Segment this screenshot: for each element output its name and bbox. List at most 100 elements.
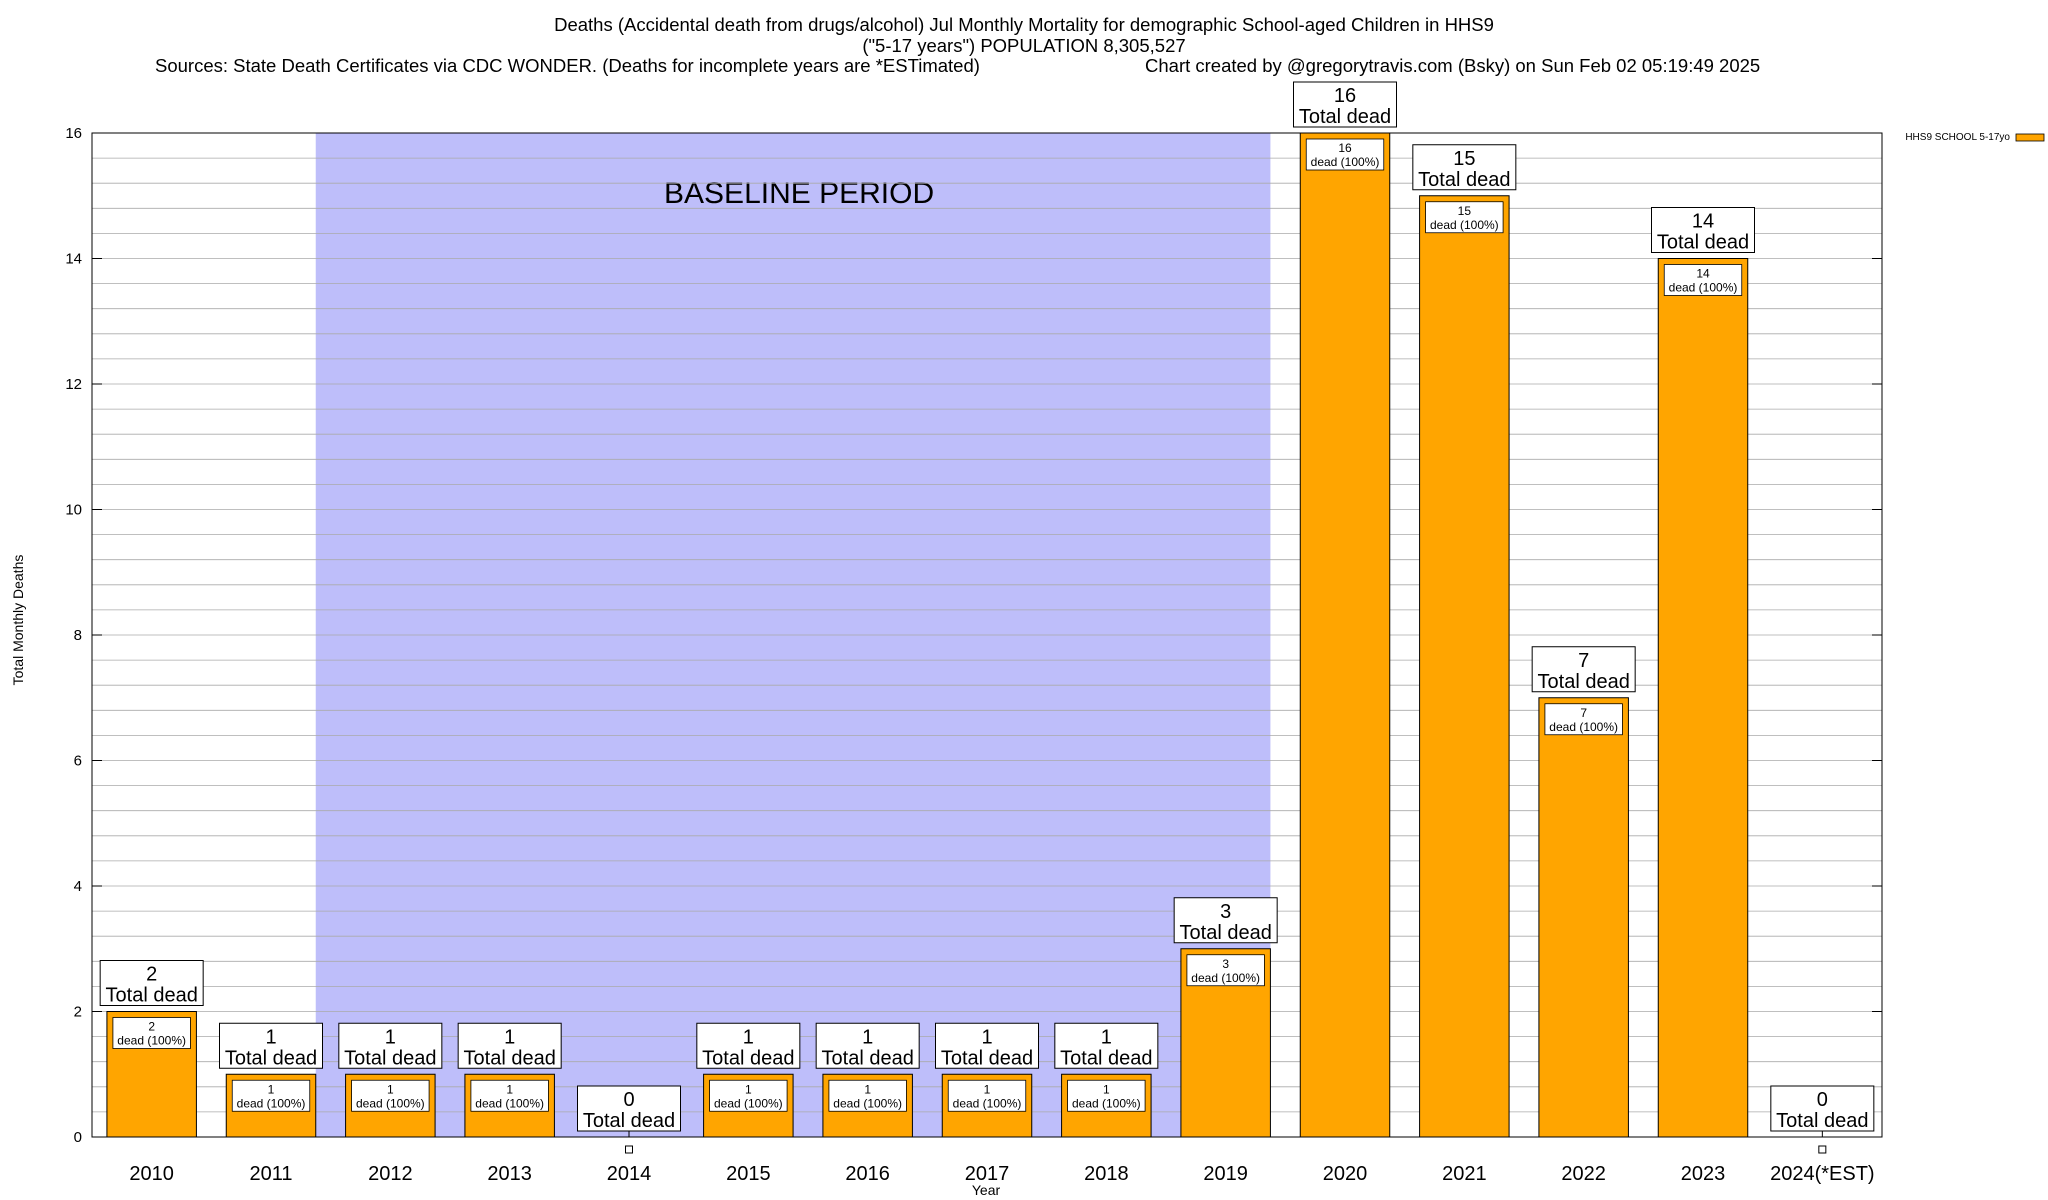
y-tick-label: 8: [74, 627, 82, 644]
inner-value-label: 1: [506, 1082, 513, 1096]
zero-marker: [1818, 1145, 1827, 1154]
total-label-box: [577, 1085, 681, 1132]
legend-label: HHS9 SCHOOL 5-17yo: [1905, 132, 2010, 143]
x-tick-label: 2010: [129, 1163, 174, 1185]
total-value-label: 2: [146, 964, 157, 986]
total-value-label: 0: [623, 1089, 634, 1111]
total-label-box: [1173, 897, 1278, 944]
total-label-box: [1412, 144, 1517, 191]
legend-swatch: [2015, 133, 2045, 142]
total-value-label: 16: [1334, 85, 1356, 107]
zero-marker: [625, 1145, 633, 1154]
total-dead-label: Total dead: [1418, 169, 1510, 191]
inner-dead-label: dead (100%): [1191, 971, 1260, 985]
inner-dead-label: dead (100%): [237, 1096, 306, 1110]
inner-label-box: [470, 1079, 549, 1112]
total-dead-label: Total dead: [344, 1047, 436, 1069]
total-label-box: [815, 1022, 920, 1069]
y-tick-label: 0: [74, 1129, 82, 1146]
inner-value-label: 1: [745, 1082, 752, 1096]
x-tick-label: 2023: [1681, 1163, 1726, 1185]
bar: [1657, 258, 1749, 1138]
x-tick-label: 2018: [1084, 1163, 1129, 1185]
inner-label-box: [1186, 954, 1265, 987]
total-dead-label: Total dead: [1060, 1047, 1152, 1069]
chart-subtitle: ("5-17 years") POPULATION 8,305,527: [862, 35, 1186, 56]
bar: [1538, 697, 1629, 1138]
total-dead-label: Total dead: [941, 1047, 1033, 1069]
total-label-box: [696, 1022, 801, 1069]
total-value-label: 1: [265, 1026, 276, 1048]
x-tick-label: 2022: [1561, 1163, 1606, 1185]
inner-value-label: 2: [148, 1020, 155, 1034]
inner-dead-label: dead (100%): [1430, 218, 1499, 232]
inner-value-label: 15: [1458, 204, 1472, 218]
inner-value-label: 3: [1222, 957, 1229, 971]
bar: [1299, 132, 1391, 1138]
inner-label-box: [828, 1079, 907, 1112]
inner-dead-label: dead (100%): [953, 1096, 1022, 1110]
x-tick-label: 2015: [726, 1163, 771, 1185]
total-dead-label: Total dead: [1299, 106, 1391, 128]
x-tick-label: 2019: [1203, 1163, 1248, 1185]
total-label-box: [1293, 81, 1397, 128]
x-tick-label: 2013: [487, 1163, 532, 1185]
inner-dead-label: dead (100%): [356, 1096, 425, 1110]
chart-title: Deaths (Accidental death from drugs/alco…: [554, 14, 1494, 35]
inner-label-box: [947, 1079, 1027, 1112]
total-value-label: 3: [1220, 901, 1231, 923]
y-tick-label: 12: [65, 376, 82, 393]
total-label-box: [338, 1022, 443, 1069]
inner-value-label: 14: [1696, 267, 1710, 281]
inner-dead-label: dead (100%): [1669, 281, 1738, 295]
total-label-box: [219, 1022, 323, 1069]
total-label-box: [935, 1022, 1039, 1069]
y-tick-label: 14: [65, 251, 82, 268]
inner-value-label: 1: [864, 1082, 871, 1096]
inner-label-box: [351, 1079, 430, 1112]
y-tick-label: 16: [65, 125, 82, 142]
total-value-label: 14: [1692, 211, 1714, 233]
total-value-label: 1: [1101, 1026, 1112, 1048]
chart-sources: Sources: State Death Certificates via CD…: [155, 55, 980, 76]
total-dead-label: Total dead: [822, 1047, 914, 1069]
total-value-label: 1: [743, 1026, 754, 1048]
total-label-box: [1531, 646, 1636, 693]
total-dead-label: Total dead: [583, 1110, 675, 1132]
x-tick-label: 2017: [965, 1163, 1010, 1185]
inner-dead-label: dead (100%): [833, 1096, 902, 1110]
inner-value-label: 1: [268, 1082, 275, 1096]
inner-label-box: [1305, 138, 1385, 171]
total-dead-label: Total dead: [106, 985, 198, 1007]
total-value-label: 0: [1817, 1089, 1828, 1111]
inner-value-label: 1: [984, 1082, 991, 1096]
inner-dead-label: dead (100%): [475, 1096, 544, 1110]
x-tick-label: 2024(*EST): [1770, 1163, 1875, 1185]
total-dead-label: Total dead: [1180, 922, 1272, 944]
chart-credit: Chart created by @gregorytravis.com (Bsk…: [1145, 55, 1761, 76]
total-label-box: [457, 1022, 562, 1069]
x-axis-label: Year: [971, 1182, 1001, 1198]
total-value-label: 7: [1578, 650, 1589, 672]
y-tick-label: 10: [65, 502, 82, 519]
total-label-box: [1651, 207, 1755, 253]
inner-label-box: [112, 1017, 191, 1049]
inner-dead-label: dead (100%): [1549, 720, 1618, 734]
x-tick-label: 2016: [845, 1163, 890, 1185]
y-tick-label: 2: [74, 1004, 82, 1021]
total-dead-label: Total dead: [225, 1047, 317, 1069]
inner-value-label: 1: [387, 1082, 394, 1096]
total-label-box: [1054, 1022, 1159, 1069]
inner-label-box: [231, 1079, 311, 1112]
inner-label-box: [1067, 1079, 1146, 1112]
plot-frame: [91, 132, 1883, 1138]
inner-label-box: [1663, 264, 1743, 296]
total-label-box: [1770, 1085, 1875, 1132]
inner-dead-label: dead (100%): [714, 1096, 783, 1110]
inner-value-label: 1: [1103, 1082, 1110, 1096]
total-value-label: 1: [981, 1026, 992, 1048]
inner-label-box: [1544, 703, 1623, 736]
inner-dead-label: dead (100%): [1072, 1096, 1141, 1110]
y-tick-label: 4: [74, 878, 82, 895]
